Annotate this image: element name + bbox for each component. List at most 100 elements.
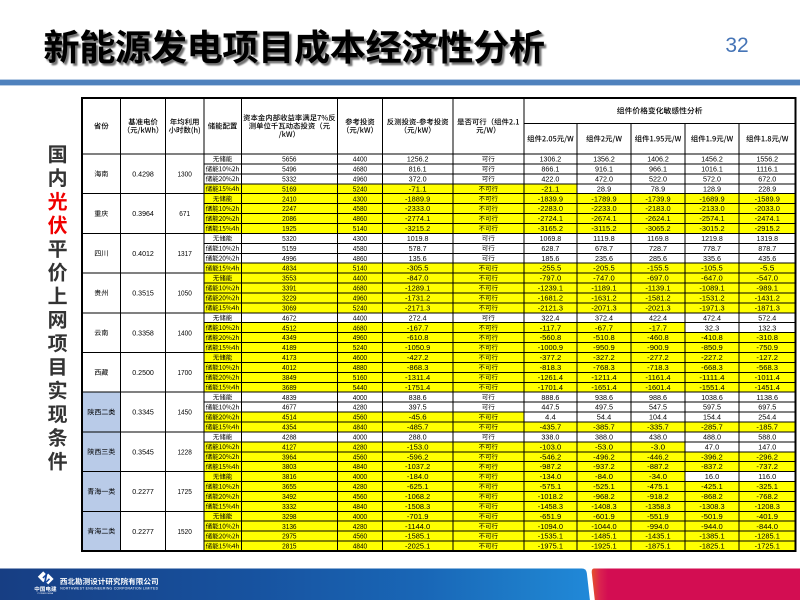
svg-text:4840: 4840 — [353, 502, 367, 511]
svg-text:-1050.9: -1050.9 — [405, 343, 430, 352]
svg-text:3964: 3964 — [282, 452, 296, 461]
svg-text:-1358.3: -1358.3 — [645, 502, 670, 511]
svg-text:-737.2: -737.2 — [756, 462, 778, 471]
svg-text:5240: 5240 — [353, 303, 367, 312]
svg-text:272.4: 272.4 — [409, 313, 427, 322]
svg-text:-1825.1: -1825.1 — [699, 542, 724, 551]
svg-text:1019.8: 1019.8 — [407, 234, 429, 243]
svg-text:-401.9: -401.9 — [756, 512, 778, 521]
svg-text:866.1: 866.1 — [541, 164, 559, 173]
svg-text:-668.3: -668.3 — [701, 363, 723, 372]
svg-text:-71.1: -71.1 — [409, 184, 427, 193]
svg-text:-768.2: -768.2 — [756, 492, 778, 501]
svg-text:472.0: 472.0 — [595, 174, 613, 183]
svg-text:-1000.9: -1000.9 — [538, 343, 563, 352]
svg-text:672.0: 672.0 — [758, 174, 776, 183]
svg-text:-1018.2: -1018.2 — [538, 492, 563, 501]
svg-text:-53.0: -53.0 — [595, 442, 613, 451]
svg-text:572.0: 572.0 — [703, 174, 721, 183]
svg-text:-1889.9: -1889.9 — [405, 194, 430, 203]
svg-text:5240: 5240 — [353, 184, 367, 193]
svg-text:-1725.1: -1725.1 — [755, 542, 780, 551]
svg-text:4960: 4960 — [353, 294, 367, 303]
svg-text:3391: 3391 — [282, 284, 296, 293]
svg-text:-918.2: -918.2 — [647, 492, 669, 501]
svg-text:-844.0: -844.0 — [756, 522, 778, 531]
svg-text:3655: 3655 — [282, 482, 296, 491]
svg-text:4012: 4012 — [282, 363, 296, 372]
svg-text:-1261.4: -1261.4 — [538, 373, 563, 382]
svg-text:-1531.2: -1531.2 — [699, 294, 724, 303]
svg-text:-701.9: -701.9 — [407, 512, 429, 521]
svg-text:-1631.2: -1631.2 — [591, 294, 616, 303]
svg-text:-1975.1: -1975.1 — [538, 542, 563, 551]
svg-text:-1875.1: -1875.1 — [645, 542, 670, 551]
svg-text:-2233.0: -2233.0 — [591, 204, 616, 213]
svg-text:-305.5: -305.5 — [407, 264, 429, 273]
svg-text:-103.0: -103.0 — [540, 442, 562, 451]
svg-text:4677: 4677 — [282, 403, 296, 412]
svg-text:2086: 2086 — [282, 214, 296, 223]
svg-text:-1408.3: -1408.3 — [591, 502, 616, 511]
svg-text:1038.6: 1038.6 — [701, 393, 723, 402]
svg-text:3332: 3332 — [282, 502, 296, 511]
svg-text:235.6: 235.6 — [595, 254, 613, 263]
svg-text:-3115.2: -3115.2 — [591, 224, 616, 233]
svg-text:888.6: 888.6 — [541, 393, 559, 402]
svg-text:-185.7: -185.7 — [756, 423, 778, 432]
svg-text:-1431.2: -1431.2 — [755, 294, 780, 303]
svg-text:-575.1: -575.1 — [540, 482, 562, 491]
svg-text:4680: 4680 — [353, 284, 367, 293]
svg-text:-847.0: -847.0 — [407, 274, 429, 283]
svg-text:3229: 3229 — [282, 294, 296, 303]
svg-text:-1139.1: -1139.1 — [645, 284, 670, 293]
svg-text:128.9: 128.9 — [703, 184, 721, 193]
svg-text:4839: 4839 — [282, 393, 296, 402]
svg-text:-950.9: -950.9 — [593, 343, 615, 352]
svg-text:4189: 4189 — [282, 343, 296, 352]
svg-text:4512: 4512 — [282, 323, 296, 332]
svg-text:-377.2: -377.2 — [540, 353, 562, 362]
svg-text:4560: 4560 — [353, 452, 367, 461]
svg-text:938.6: 938.6 — [595, 393, 613, 402]
svg-text:285.6: 285.6 — [649, 254, 667, 263]
svg-text:2410: 2410 — [282, 194, 296, 203]
svg-text:-797.0: -797.0 — [540, 274, 562, 283]
svg-text:0.3345: 0.3345 — [132, 408, 154, 417]
svg-text:-460.8: -460.8 — [647, 333, 669, 342]
svg-text:1925: 1925 — [282, 224, 296, 233]
svg-text:4349: 4349 — [282, 333, 296, 342]
svg-text:4400: 4400 — [353, 155, 367, 164]
svg-text:472.4: 472.4 — [703, 313, 721, 322]
svg-text:4280: 4280 — [353, 522, 367, 531]
svg-text:4127: 4127 — [282, 442, 296, 451]
svg-text:-184.0: -184.0 — [407, 472, 429, 481]
svg-text:-1285.1: -1285.1 — [755, 532, 780, 541]
svg-text:4560: 4560 — [353, 532, 367, 541]
svg-text:3492: 3492 — [282, 492, 296, 501]
svg-text:628.7: 628.7 — [541, 244, 559, 253]
svg-text:-310.8: -310.8 — [756, 333, 778, 342]
svg-text:-105.5: -105.5 — [701, 264, 723, 273]
svg-text:-1789.9: -1789.9 — [591, 194, 616, 203]
svg-text:-994.0: -994.0 — [647, 522, 669, 531]
svg-text:-3015.2: -3015.2 — [699, 224, 724, 233]
svg-text:-1601.4: -1601.4 — [645, 383, 670, 392]
svg-text:1319.8: 1319.8 — [756, 234, 778, 243]
svg-text:4880: 4880 — [353, 363, 367, 372]
svg-text:-968.2: -968.2 — [593, 492, 615, 501]
svg-text:4.4: 4.4 — [545, 413, 556, 422]
svg-text:-1681.2: -1681.2 — [538, 294, 563, 303]
svg-text:4288: 4288 — [282, 432, 296, 441]
svg-text:-601.9: -601.9 — [593, 512, 615, 521]
svg-text:1119.8: 1119.8 — [593, 234, 615, 243]
svg-text:0.3545: 0.3545 — [132, 447, 154, 456]
svg-text:4840: 4840 — [353, 423, 367, 432]
svg-text:-1651.4: -1651.4 — [591, 383, 616, 392]
svg-text:4173: 4173 — [282, 353, 296, 362]
svg-text:1520: 1520 — [177, 527, 191, 536]
svg-text:2975: 2975 — [282, 532, 296, 541]
svg-text:1219.8: 1219.8 — [701, 234, 723, 243]
svg-text:671: 671 — [179, 209, 190, 218]
svg-text:-1211.4: -1211.4 — [591, 373, 616, 382]
